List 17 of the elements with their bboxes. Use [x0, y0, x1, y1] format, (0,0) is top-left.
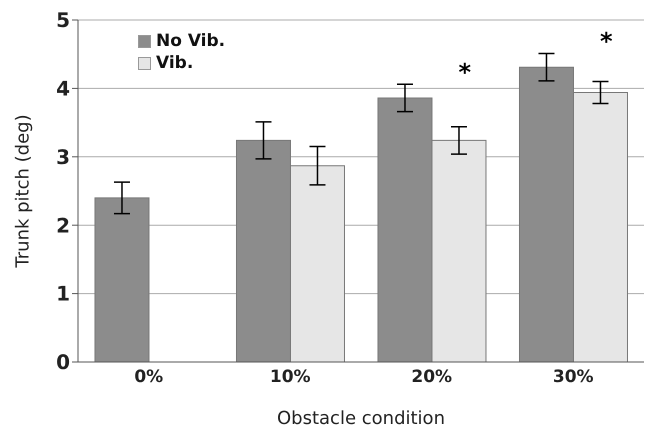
legend-label: No Vib. [156, 30, 226, 52]
y-tick-label: 0 [56, 350, 70, 374]
x-tick-label: 20% [411, 367, 452, 388]
y-tick-label: 5 [56, 8, 70, 32]
y-axis-title: Trunk pitch (deg) [12, 114, 34, 269]
legend-label: Vib. [156, 52, 194, 74]
x-axis-title: Obstacle condition [277, 408, 445, 429]
x-tick-label: 10% [270, 367, 311, 388]
x-tick-label: 30% [552, 367, 594, 388]
y-tick-label: 1 [56, 282, 70, 306]
y-tick-label: 2 [56, 213, 70, 238]
bar [94, 197, 150, 362]
annotation: * [458, 58, 472, 86]
annotation: * [600, 28, 613, 56]
y-tick-label: 4 [56, 76, 70, 100]
y-tick-label: 3 [56, 144, 70, 169]
x-tick-label: 0% [134, 367, 164, 388]
